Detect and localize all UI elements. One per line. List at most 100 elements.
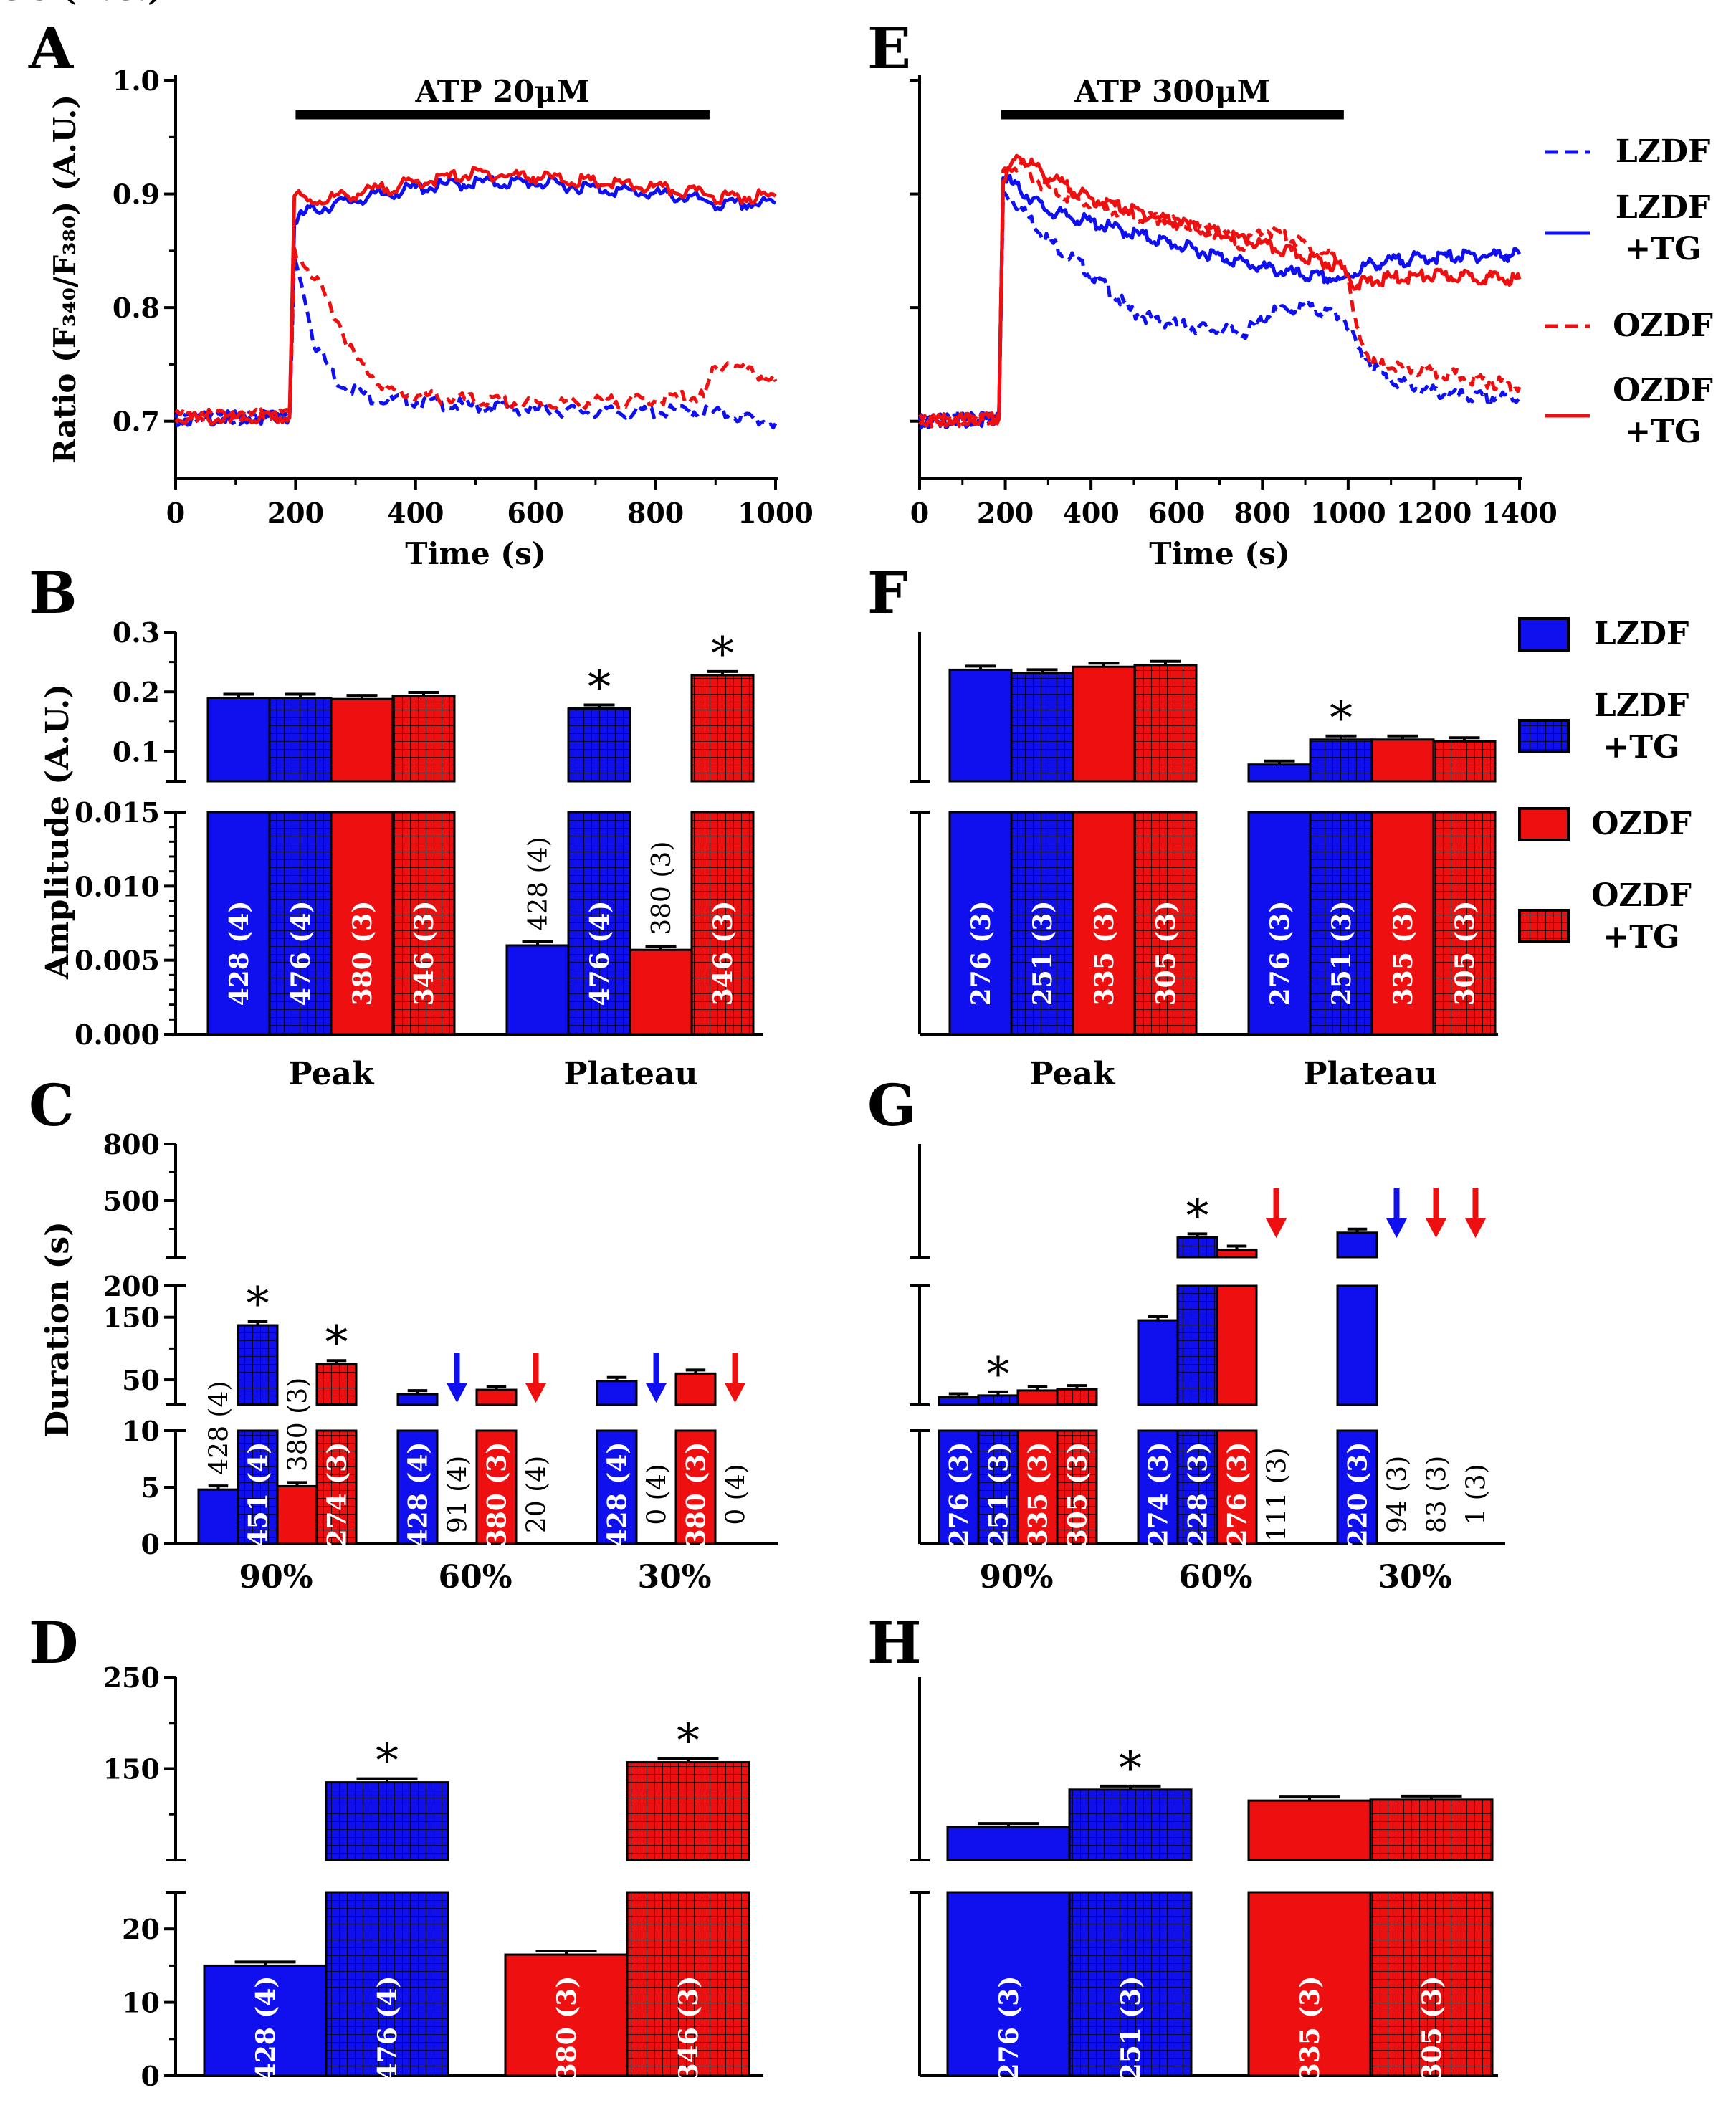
- bar-ozdf-F: [1370, 811, 1435, 1036]
- significance-star-C: *: [247, 1278, 270, 1331]
- x-tick-label-E: 400: [1062, 497, 1119, 529]
- bar-ozdf-tg-F: [1432, 811, 1497, 1036]
- y-tick-label-D: 150: [103, 1753, 160, 1785]
- legend-bar-swatch-0: [1518, 617, 1570, 652]
- legend-bar-label-1: LZDF: [1594, 687, 1689, 724]
- bar-lzdf-H: [946, 1826, 1071, 1861]
- legend-bar-label-3: OZDF: [1591, 877, 1692, 914]
- legend-bar-label-1: +TG: [1603, 729, 1679, 765]
- bar-n-label-G: 220 (3): [1343, 1442, 1373, 1547]
- bar-n-label-C: 451 (4): [244, 1442, 274, 1547]
- x-tick-label-A: 800: [627, 497, 684, 529]
- panel-letter-F: F: [867, 559, 908, 626]
- y-axis-title-D: AUC (A.U.): [0, 0, 163, 8]
- x-tick-label-A: 1000: [738, 497, 814, 529]
- indicator-arrow-head-G: [1425, 1218, 1447, 1238]
- x-axis-title-E: Time (s): [1149, 536, 1289, 571]
- bar-n-label-D: 346 (3): [674, 1976, 704, 2081]
- y-tick-label-B: 0.3: [113, 616, 160, 649]
- y-tick-label-B: 0.000: [75, 1019, 160, 1051]
- bar-n-label-C: 274 (3): [323, 1442, 353, 1547]
- bar-ozdf-F: [1072, 665, 1136, 783]
- category-label-C: 30%: [637, 1559, 711, 1596]
- panel-letter-B: B: [29, 559, 77, 626]
- bar-n-label-B: 476 (4): [286, 901, 316, 1006]
- bar-ozdf-tg-C: [315, 1429, 358, 1545]
- indicator-arrow-head-C: [724, 1383, 746, 1403]
- bar-n-label-F: 305 (3): [1450, 901, 1480, 1006]
- bar-ozdf-tg-C: [315, 1363, 358, 1406]
- panel-letter-H: H: [867, 1609, 922, 1676]
- panel-letter-D: D: [29, 1609, 78, 1676]
- category-label-F: Peak: [1030, 1056, 1116, 1092]
- y-axis-title-C: Duration (s): [39, 1221, 76, 1438]
- x-tick-label-A: 0: [166, 497, 185, 529]
- bar-n-label-H: 251 (3): [1116, 1976, 1146, 2081]
- bar-n-label-F: 276 (3): [966, 901, 996, 1006]
- legend-line-label-2: OZDF: [1613, 307, 1713, 344]
- bar-ozdf-tg-F: [1133, 664, 1198, 783]
- bar-n-label-F: 251 (3): [1327, 901, 1357, 1006]
- trace-lzdf-tg-E: [919, 173, 1522, 430]
- bar-lzdf-tg-G: [1176, 1429, 1218, 1545]
- bar-lzdf-tg-D: [325, 1891, 449, 2077]
- bar-ozdf-tg-F: [1133, 811, 1198, 1036]
- stimulus-label-A: ATP 20μM: [414, 74, 589, 109]
- bar-ozdf-tg-D: [626, 1761, 750, 1861]
- bar-lzdf-G: [1137, 1429, 1179, 1545]
- y-tick-label-A: 0.8: [113, 292, 160, 324]
- x-tick-label-E: 1200: [1396, 497, 1472, 529]
- y-tick-label-D: 20: [122, 1913, 160, 1945]
- x-tick-label-E: 600: [1148, 497, 1205, 529]
- bar-n-label-B: 428 (4): [524, 836, 553, 930]
- bar-n-label-H: 335 (3): [1295, 1976, 1325, 2081]
- x-tick-label-E: 800: [1234, 497, 1291, 529]
- y-tick-label-A: 0.9: [113, 178, 160, 211]
- legend-bar-swatch-3: [1518, 909, 1570, 943]
- bar-lzdf-F: [1247, 763, 1312, 783]
- y-tick-label-B: 0.015: [75, 796, 160, 829]
- panel-letter-A: A: [28, 14, 74, 82]
- bar-lzdf-tg-B: [567, 707, 631, 783]
- bar-lzdf-F: [1247, 811, 1312, 1036]
- legend-bar-label-3: +TG: [1603, 919, 1679, 955]
- bar-ozdf-G: [1016, 1429, 1059, 1545]
- bar-n-label-C: 380 (3): [284, 1378, 313, 1472]
- legend-line-label-1: +TG: [1624, 231, 1701, 267]
- bar-ozdf-G: [1216, 1248, 1258, 1259]
- legend-line-label-3: +TG: [1624, 414, 1701, 450]
- bar-n-label-G: 1 (3): [1462, 1464, 1492, 1525]
- bar-ozdf-C: [674, 1429, 717, 1545]
- bar-lzdf-G: [938, 1396, 980, 1406]
- trace-ozdf-tg-E: [917, 153, 1522, 428]
- y-axis-title-B: Amplitude (A.U.): [39, 684, 76, 980]
- bar-n-label-C: 0 (4): [643, 1464, 672, 1525]
- bar-ozdf-H: [1247, 1799, 1372, 1861]
- bar-ozdf-B: [330, 697, 394, 783]
- bar-lzdf-tg-H: [1068, 1788, 1193, 1861]
- y-tick-label-B: 0.2: [113, 676, 160, 708]
- bar-n-label-B: 346 (3): [409, 901, 439, 1006]
- bar-lzdf-tg-G: [977, 1429, 1019, 1545]
- panel-letter-C: C: [29, 1072, 75, 1139]
- bar-n-label-G: 94 (3): [1383, 1456, 1413, 1533]
- bar-lzdf-C: [396, 1393, 439, 1406]
- y-tick-label-A: 0.7: [113, 406, 160, 438]
- bar-ozdf-tg-H: [1369, 1798, 1494, 1861]
- bar-ozdf-B: [629, 948, 693, 1036]
- y-tick-label-D: 250: [103, 1661, 160, 1694]
- bar-lzdf-tg-B: [268, 811, 333, 1036]
- legend-line-label-3: OZDF: [1613, 372, 1713, 409]
- y-tick-label-C: 10: [122, 1415, 160, 1447]
- bar-n-label-B: 346 (3): [708, 901, 738, 1006]
- y-tick-label-C: 500: [103, 1185, 160, 1217]
- y-tick-label-B: 0.010: [75, 870, 160, 902]
- bar-ozdf-tg-B: [391, 811, 456, 1036]
- indicator-arrow-head-C: [525, 1383, 547, 1403]
- bar-n-label-C: 380 (3): [682, 1442, 712, 1547]
- bar-ozdf-tg-G: [1056, 1429, 1098, 1545]
- panel-letter-E: E: [867, 14, 911, 82]
- y-tick-label-C: 800: [103, 1128, 160, 1160]
- bar-lzdf-tg-D: [325, 1781, 449, 1861]
